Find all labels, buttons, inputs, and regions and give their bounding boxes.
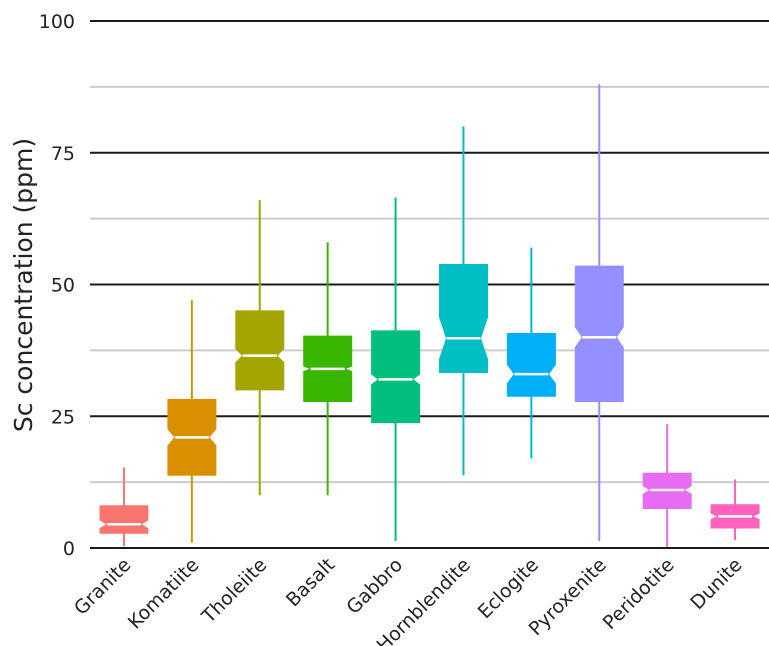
box-body <box>371 330 421 424</box>
box-body <box>439 264 488 373</box>
box-komatiite <box>167 300 217 543</box>
box-hornblendite <box>439 126 488 476</box>
box-body <box>506 333 556 397</box>
x-tick-label-granite: Granite <box>70 554 136 620</box>
box-body <box>574 265 624 402</box>
y-tick-label: 50 <box>51 275 75 297</box>
x-tick-label-gabbro: Gabbro <box>342 554 407 619</box>
box-tholeiite <box>235 200 285 496</box>
x-tick-label-peridotite: Peridotite <box>599 554 679 634</box>
y-tick-label: 25 <box>51 406 75 428</box>
box-body <box>235 310 285 391</box>
x-tick-label-dunite: Dunite <box>686 554 746 614</box>
y-tick-label: 75 <box>51 143 75 165</box>
boxes-layer <box>99 84 760 547</box>
box-granite <box>99 467 149 547</box>
box-body <box>99 505 149 534</box>
y-tick-label: 100 <box>39 11 75 33</box>
y-tick-label: 0 <box>63 538 75 560</box>
x-tick-label-tholeiite: Tholeiite <box>197 554 271 628</box>
box-pyroxenite <box>574 84 624 542</box>
box-gabbro <box>371 197 421 542</box>
y-axis-title: Sc concentration (ppm) <box>9 138 38 432</box>
box-dunite <box>710 479 760 541</box>
box-basalt <box>303 242 353 496</box>
x-tick-label-komatiite: Komatiite <box>124 554 204 634</box>
box-eclogite <box>506 247 556 459</box>
x-tick-label-eclogite: Eclogite <box>474 554 543 623</box>
x-tick-label-basalt: Basalt <box>282 554 339 611</box>
y-tick-labels: 0 25 50 75 100 <box>39 11 75 560</box>
box-peridotite <box>642 424 692 547</box>
